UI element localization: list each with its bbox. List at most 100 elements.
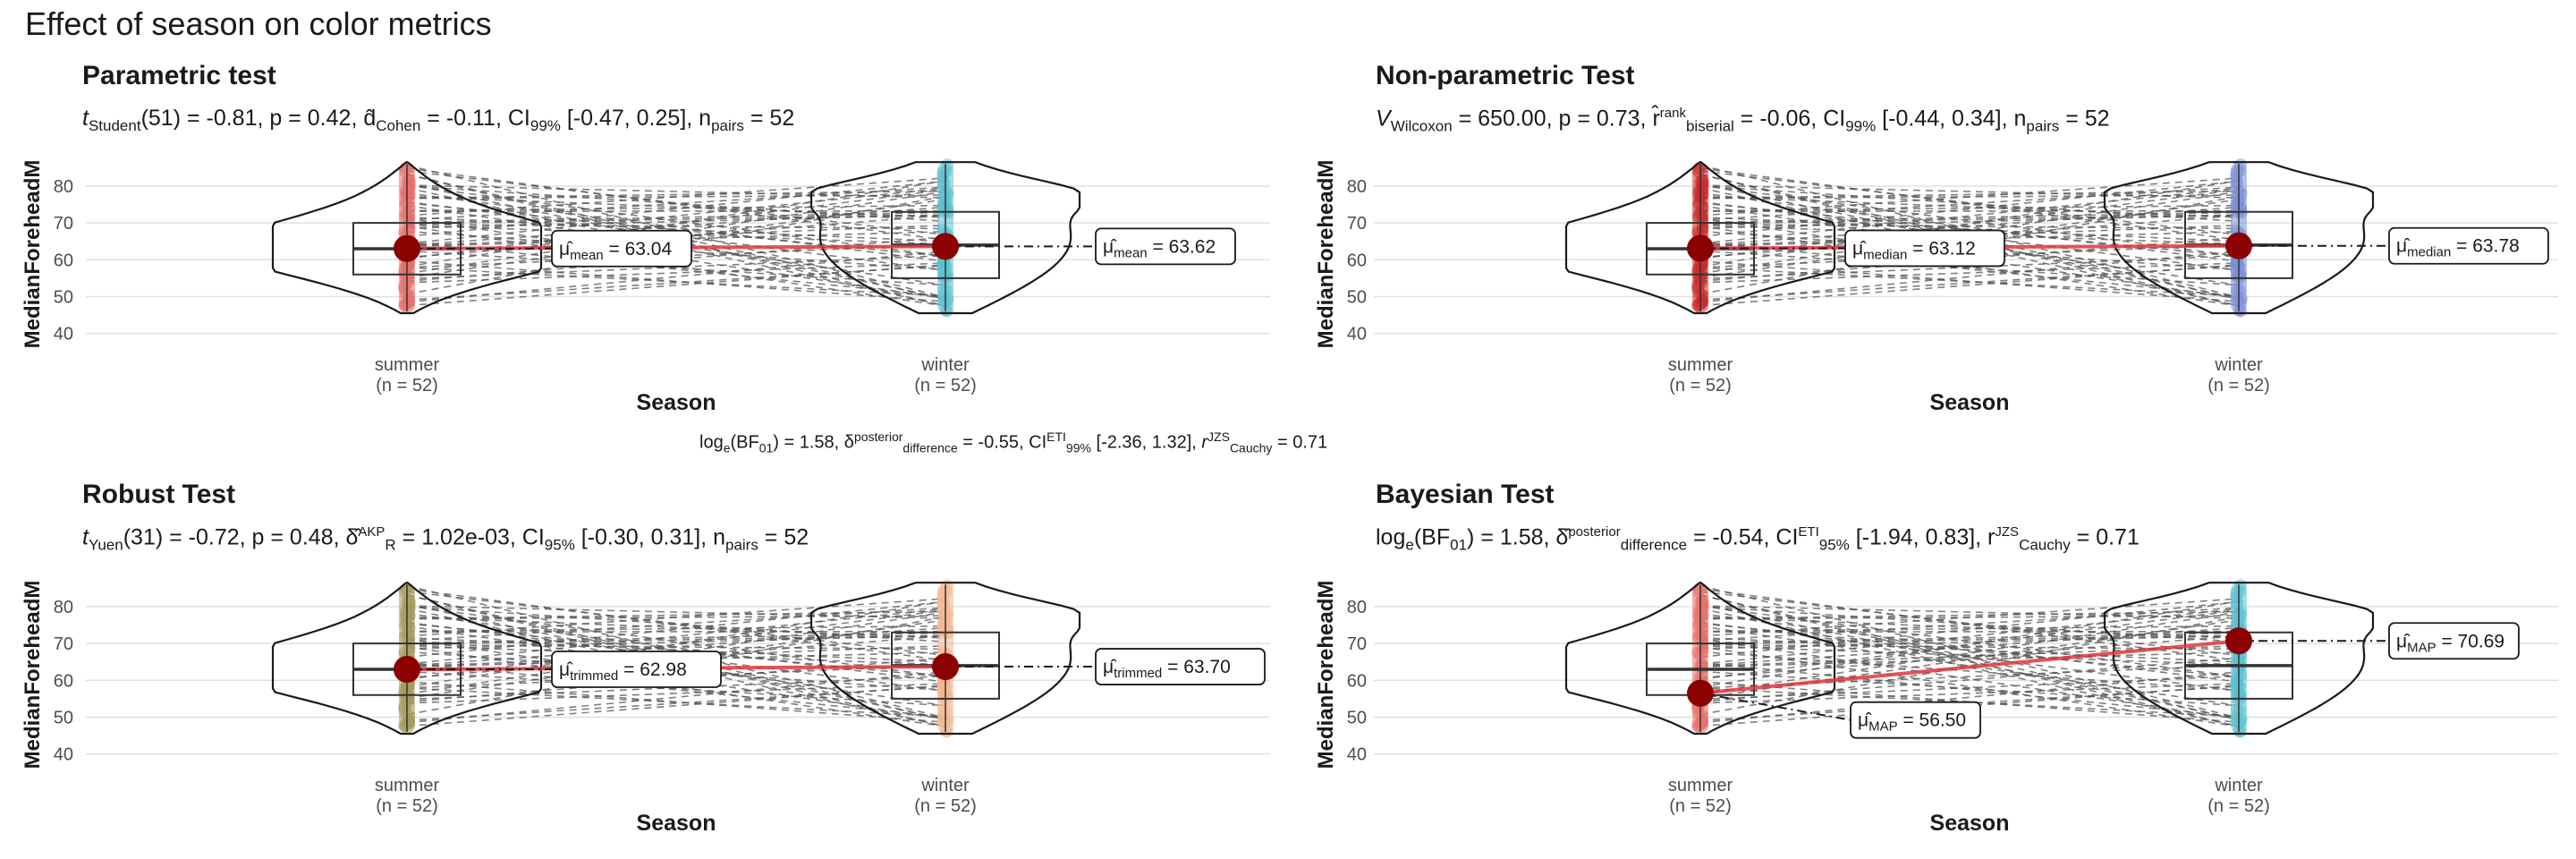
panel-nonparametric: Non-parametric Test VWilcoxon = 650.00, … xyxy=(1288,0,2576,421)
data-point xyxy=(2234,713,2248,727)
data-point xyxy=(400,190,413,203)
data-point xyxy=(2230,598,2243,611)
x-tick-count: (n = 52) xyxy=(376,796,437,816)
paired-line xyxy=(406,262,946,284)
paired-line xyxy=(1699,183,2240,300)
data-point xyxy=(2230,166,2243,179)
centrality-label: μ̂mean = 63.62 xyxy=(1095,227,1236,266)
paired-line xyxy=(1699,615,2240,620)
y-tick-label: 60 xyxy=(54,671,73,691)
data-point xyxy=(1691,210,1705,224)
paired-line xyxy=(1699,191,2240,275)
data-point xyxy=(1691,631,1705,644)
data-point xyxy=(2234,187,2248,200)
y-tick-label: 50 xyxy=(1347,708,1367,727)
paired-line xyxy=(1699,670,2240,707)
data-point xyxy=(936,598,950,611)
violin-outline xyxy=(809,161,1081,315)
centrality-point xyxy=(2225,232,2252,259)
panel-subtitle: VWilcoxon = 650.00, p = 0.73, r̂rankbise… xyxy=(1376,106,2110,135)
paired-line xyxy=(406,223,946,230)
x-axis-label: Season xyxy=(637,390,716,415)
violin-outline xyxy=(2103,582,2375,736)
paired-line xyxy=(406,600,946,659)
paired-line xyxy=(406,600,946,688)
y-axis-label: MedianForeheadM xyxy=(1314,581,1338,770)
paired-line xyxy=(1699,250,2240,286)
paired-line xyxy=(406,250,946,286)
paired-line xyxy=(406,184,946,223)
paired-line xyxy=(406,264,946,307)
paired-line xyxy=(1699,605,2240,643)
paired-line xyxy=(1699,217,2240,300)
paired-line xyxy=(1699,214,2240,225)
paired-line xyxy=(406,625,946,707)
data-point xyxy=(941,713,954,727)
y-tick-label: 50 xyxy=(54,287,73,307)
data-point xyxy=(2230,586,2243,600)
data-point xyxy=(402,293,416,307)
paired-line xyxy=(1699,612,2240,683)
paired-line xyxy=(406,611,946,695)
paired-line xyxy=(1699,194,2240,200)
y-tick-label: 60 xyxy=(1347,251,1367,270)
paired-line xyxy=(406,605,946,619)
paired-line xyxy=(406,605,946,643)
x-tick-count: (n = 52) xyxy=(914,376,976,395)
paired-line xyxy=(1699,625,2240,707)
paired-line xyxy=(1699,259,2240,302)
paired-line xyxy=(406,195,946,218)
centrality-point xyxy=(932,233,959,260)
paired-line xyxy=(406,241,946,298)
paired-line xyxy=(1699,643,2240,651)
paired-line xyxy=(1699,241,2240,298)
paired-line xyxy=(1699,661,2240,719)
paired-line xyxy=(1699,634,2240,679)
paired-line xyxy=(406,621,946,692)
y-axis-label: MedianForeheadM xyxy=(21,581,45,770)
data-point xyxy=(2234,668,2248,682)
x-axis-label: Season xyxy=(1930,390,2010,415)
paired-line xyxy=(1699,594,2240,727)
data-point xyxy=(2234,203,2248,217)
paired-line xyxy=(406,634,946,645)
paired-line xyxy=(1699,644,2240,668)
paired-line xyxy=(406,612,946,683)
centrality-label-box xyxy=(1095,648,1266,685)
data-point xyxy=(1691,266,1705,279)
paired-line xyxy=(406,661,946,719)
paired-line xyxy=(1699,254,2240,280)
data-point xyxy=(941,187,954,200)
paired-line xyxy=(1699,195,2240,295)
y-tick-label: 80 xyxy=(1347,177,1367,197)
centrality-point xyxy=(2225,627,2252,655)
paired-line xyxy=(406,265,946,301)
panel-title: Parametric test xyxy=(82,61,276,90)
paired-line xyxy=(1699,609,2240,680)
y-tick-label: 80 xyxy=(1347,598,1367,617)
x-tick-label: summer xyxy=(1668,776,1733,795)
paired-line xyxy=(1699,584,2240,719)
panel-parametric: Parametric test tStudent(51) = -0.81, p … xyxy=(0,0,1288,421)
paired-line xyxy=(1699,675,2240,701)
paired-line xyxy=(1699,638,2240,720)
paired-line xyxy=(406,180,946,238)
centrality-label-text: μ̂median = 63.78 xyxy=(2396,236,2520,260)
x-tick-count: (n = 52) xyxy=(914,796,976,816)
paired-line xyxy=(406,214,946,225)
data-point xyxy=(400,610,413,624)
x-axis-label: Season xyxy=(1930,811,2010,836)
data-point xyxy=(941,293,954,306)
y-axis-label: MedianForeheadM xyxy=(21,160,45,349)
panel-title: Non-parametric Test xyxy=(1376,61,1635,90)
x-tick-count: (n = 52) xyxy=(2207,796,2269,816)
centrality-label-text: μ̂trimmed = 62.98 xyxy=(559,659,687,684)
centrality-point xyxy=(1687,679,1714,707)
centrality-point xyxy=(394,234,420,262)
data-point xyxy=(936,586,950,600)
y-tick-label: 70 xyxy=(54,634,73,654)
paired-line xyxy=(406,636,946,663)
